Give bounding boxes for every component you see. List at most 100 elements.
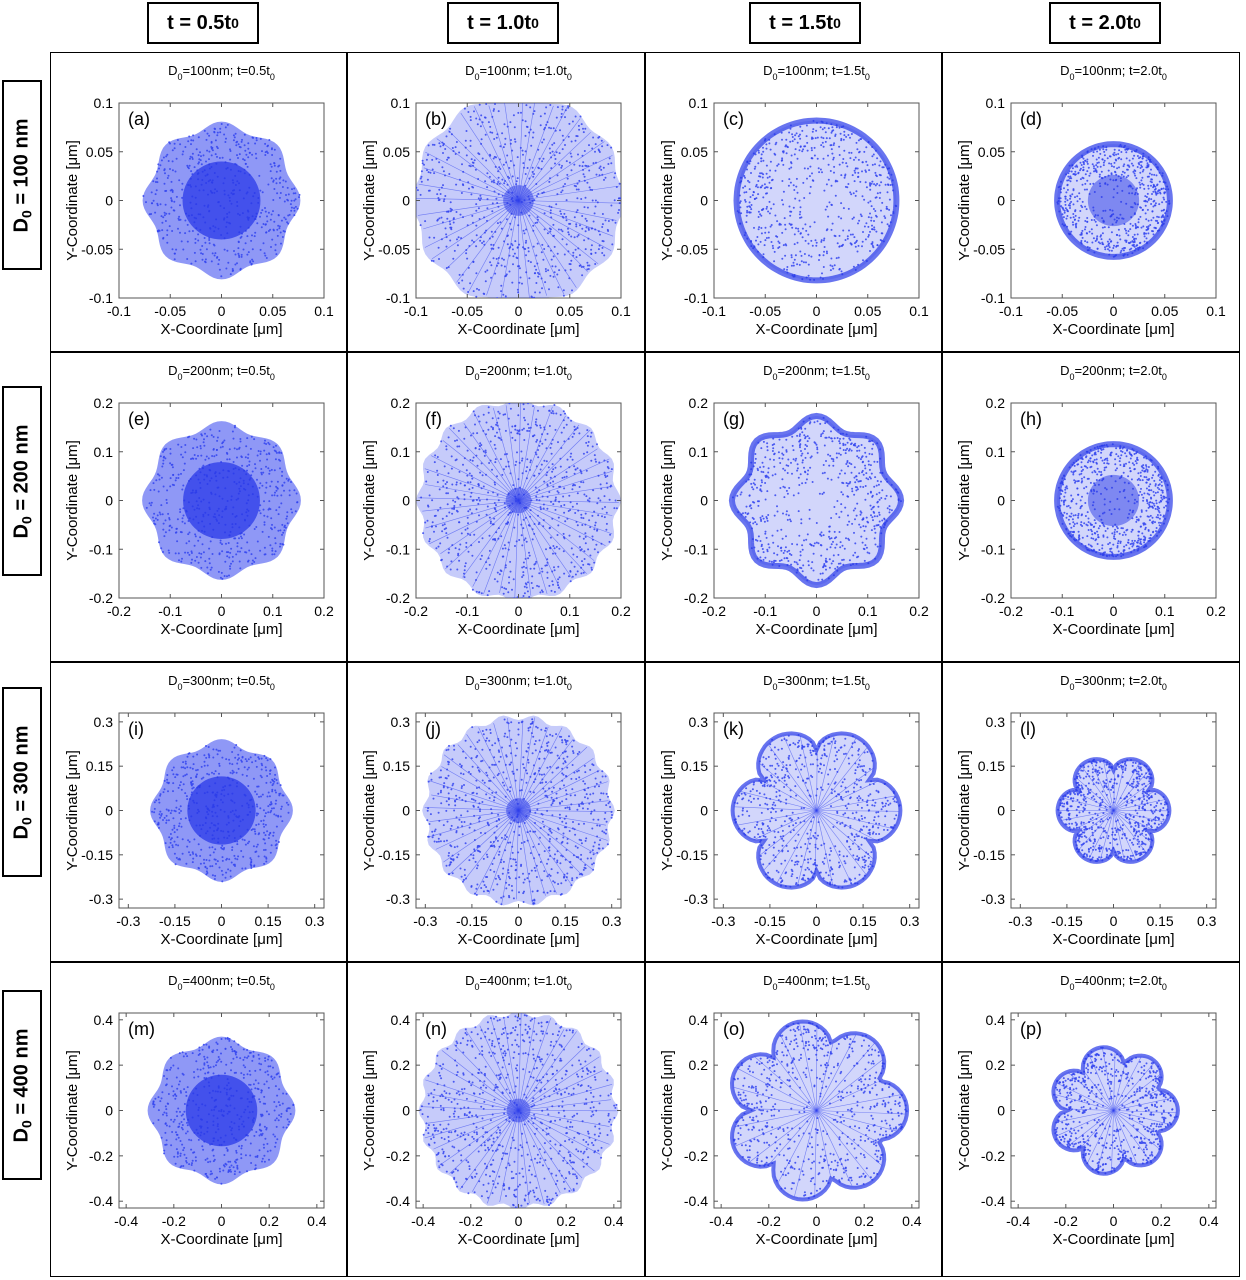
data-point bbox=[537, 409, 539, 412]
data-point bbox=[478, 288, 480, 291]
data-point bbox=[1145, 232, 1147, 235]
data-point bbox=[846, 461, 849, 464]
data-point bbox=[779, 487, 782, 489]
data-point bbox=[562, 410, 565, 413]
data-point bbox=[279, 467, 281, 470]
data-point bbox=[753, 226, 755, 229]
data-point bbox=[501, 132, 504, 135]
data-point bbox=[1157, 216, 1160, 219]
data-point bbox=[462, 287, 465, 290]
data-point bbox=[870, 182, 873, 185]
data-point bbox=[259, 215, 261, 218]
data-point bbox=[541, 590, 544, 593]
data-point bbox=[190, 139, 193, 142]
data-point bbox=[546, 483, 549, 486]
data-point bbox=[867, 460, 870, 463]
data-point bbox=[854, 481, 857, 484]
data-point bbox=[801, 548, 804, 551]
data-point bbox=[1099, 152, 1102, 155]
mesh-line bbox=[518, 415, 566, 501]
data-point bbox=[445, 515, 448, 518]
data-point bbox=[1098, 148, 1101, 151]
data-point bbox=[870, 205, 873, 208]
data-point bbox=[798, 534, 801, 537]
mesh-line bbox=[472, 500, 519, 587]
data-point bbox=[472, 410, 475, 413]
data-point bbox=[266, 515, 269, 518]
data-point bbox=[1104, 248, 1107, 251]
data-point bbox=[268, 500, 271, 503]
data-point bbox=[842, 437, 845, 440]
data-point bbox=[773, 250, 776, 253]
data-point bbox=[841, 544, 844, 547]
data-point bbox=[1107, 169, 1110, 172]
data-point bbox=[264, 439, 266, 442]
data-point bbox=[283, 481, 286, 484]
data-point bbox=[865, 477, 868, 480]
data-point bbox=[1080, 239, 1083, 242]
data-point bbox=[473, 533, 476, 536]
data-point bbox=[259, 189, 262, 192]
data-point bbox=[1066, 188, 1069, 191]
data-point bbox=[803, 539, 805, 542]
data-point bbox=[220, 123, 223, 125]
data-point bbox=[587, 563, 590, 566]
y-tick-label: 0 bbox=[997, 193, 1005, 209]
data-point bbox=[454, 547, 457, 550]
data-point bbox=[744, 199, 746, 201]
data-points bbox=[416, 403, 621, 598]
data-point bbox=[464, 565, 466, 568]
data-point bbox=[551, 143, 554, 146]
data-point bbox=[861, 461, 864, 464]
data-point bbox=[448, 548, 451, 551]
data-point bbox=[836, 437, 839, 439]
data-point bbox=[1121, 247, 1124, 250]
data-point bbox=[1123, 163, 1126, 166]
data-point bbox=[868, 452, 871, 455]
data-point bbox=[273, 449, 276, 452]
data-point bbox=[520, 94, 522, 96]
data-point bbox=[214, 153, 217, 156]
data-point bbox=[435, 547, 438, 550]
data-point bbox=[272, 229, 275, 232]
data-point bbox=[168, 517, 171, 519]
data-point bbox=[551, 580, 554, 583]
data-point bbox=[759, 489, 762, 492]
data-point bbox=[426, 178, 429, 181]
data-point bbox=[541, 243, 544, 246]
data-point bbox=[174, 170, 177, 173]
data-point bbox=[180, 531, 183, 534]
data-point bbox=[756, 467, 759, 470]
data-point bbox=[263, 442, 266, 445]
data-point bbox=[1115, 245, 1118, 248]
data-point bbox=[226, 458, 229, 461]
data-point bbox=[760, 172, 763, 175]
data-point bbox=[606, 460, 609, 463]
data-point bbox=[796, 263, 799, 266]
data-point bbox=[489, 440, 492, 443]
data-point bbox=[274, 249, 277, 252]
data-point bbox=[758, 500, 760, 503]
data-point bbox=[534, 222, 537, 224]
data-point bbox=[1066, 215, 1069, 217]
data-point bbox=[788, 131, 791, 134]
data-point bbox=[239, 268, 242, 271]
panel-title: D0=100nm; t=1.5t0 bbox=[763, 63, 870, 82]
data-point bbox=[838, 267, 841, 270]
data-point bbox=[495, 504, 497, 507]
data-point bbox=[820, 144, 823, 147]
data-point bbox=[516, 451, 518, 454]
data-point bbox=[1101, 226, 1104, 229]
data-point bbox=[281, 236, 284, 238]
data-point bbox=[784, 254, 787, 257]
data-point bbox=[504, 429, 507, 432]
mesh-line bbox=[514, 500, 519, 598]
data-point bbox=[158, 511, 161, 514]
data-point bbox=[480, 444, 483, 446]
data-point bbox=[800, 518, 803, 521]
data-point bbox=[830, 148, 833, 151]
data-point bbox=[541, 287, 543, 290]
x-axis-label: X-Coordinate [μm] bbox=[160, 321, 282, 338]
mesh-line bbox=[486, 200, 519, 296]
data-point bbox=[521, 149, 524, 152]
